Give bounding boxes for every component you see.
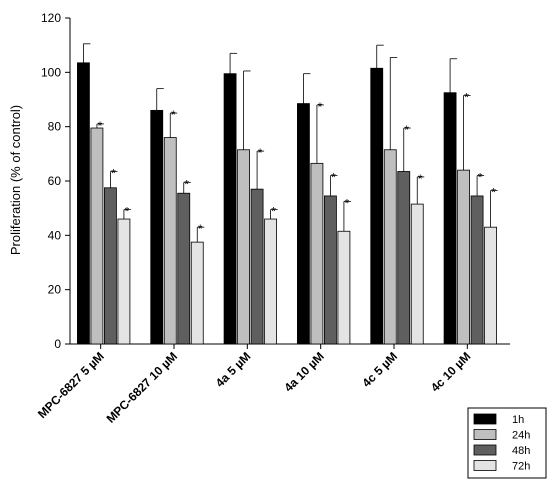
legend-swatch-72h [473, 460, 497, 471]
bar-1h [223, 73, 237, 345]
legend-label: 24h [512, 430, 530, 442]
significance-star: * [258, 146, 263, 160]
significance-star: * [125, 205, 130, 219]
bar-72h [117, 218, 131, 345]
bar-48h [104, 187, 117, 345]
bar-1h [77, 62, 90, 345]
bar-48h [397, 171, 411, 345]
y-tick-label: 40 [48, 228, 62, 242]
bar-48h [250, 188, 264, 345]
bar-1h [297, 103, 310, 345]
bar-24h [310, 162, 324, 345]
bar-72h [337, 230, 351, 345]
significance-star: * [478, 171, 483, 185]
significance-star: * [98, 119, 103, 133]
bar-72h [410, 203, 424, 345]
significance-star: * [491, 186, 496, 200]
legend-label: 1h [512, 414, 524, 426]
legend-label: 48h [512, 445, 530, 457]
significance-star: * [198, 222, 203, 236]
significance-star: * [331, 171, 336, 185]
bar-48h [177, 192, 191, 345]
bar-24h [457, 169, 470, 345]
x-category-label: MPC-6827 5 µM [35, 349, 107, 421]
x-category-label: 4c 10 µM [428, 349, 473, 394]
significance-star: * [184, 177, 189, 191]
y-tick-label: 100 [41, 65, 61, 79]
y-tick-label: 60 [48, 174, 62, 188]
significance-star: * [345, 196, 350, 210]
x-category-label: 4a 5 µM [213, 349, 254, 390]
bar-48h [324, 195, 337, 345]
bar-1h [150, 109, 164, 345]
legend-label: 72h [512, 461, 530, 473]
bar-24h [237, 149, 250, 345]
bar-72h [190, 241, 204, 345]
x-category-label: 4c 5 µM [359, 349, 400, 390]
y-tick-label: 80 [48, 120, 62, 134]
bar-24h [383, 149, 397, 345]
significance-star: * [318, 100, 323, 114]
bar-72h [264, 218, 277, 345]
bar-72h [484, 226, 497, 345]
y-tick-label: 120 [41, 11, 61, 25]
significance-star: * [171, 108, 176, 122]
significance-star: * [111, 166, 116, 180]
y-axis-title: Proliferation (% of control) [8, 105, 23, 255]
x-category-label: 4a 10 µM [281, 349, 326, 394]
x-category-label: MPC-6827 10 µM [104, 349, 181, 426]
y-tick-label: 0 [54, 337, 61, 351]
bar-1h [443, 92, 457, 345]
y-tick-label: 20 [48, 283, 62, 297]
bar-24h [90, 127, 104, 345]
significance-star: * [404, 123, 409, 137]
significance-star: * [464, 90, 469, 104]
significance-star: * [271, 205, 276, 219]
legend-swatch-48h [473, 444, 497, 456]
legend-swatch-24h [473, 429, 497, 440]
bar-1h [370, 67, 384, 345]
bar-48h [470, 195, 484, 345]
bar-24h [163, 137, 177, 345]
legend-swatch-1h [473, 413, 497, 425]
significance-star: * [418, 172, 423, 186]
